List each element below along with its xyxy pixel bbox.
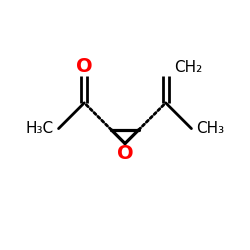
Text: CH₃: CH₃	[196, 121, 224, 136]
Text: H₃C: H₃C	[26, 121, 54, 136]
Text: O: O	[117, 144, 133, 164]
Text: O: O	[76, 57, 92, 76]
Text: CH₂: CH₂	[174, 60, 203, 74]
